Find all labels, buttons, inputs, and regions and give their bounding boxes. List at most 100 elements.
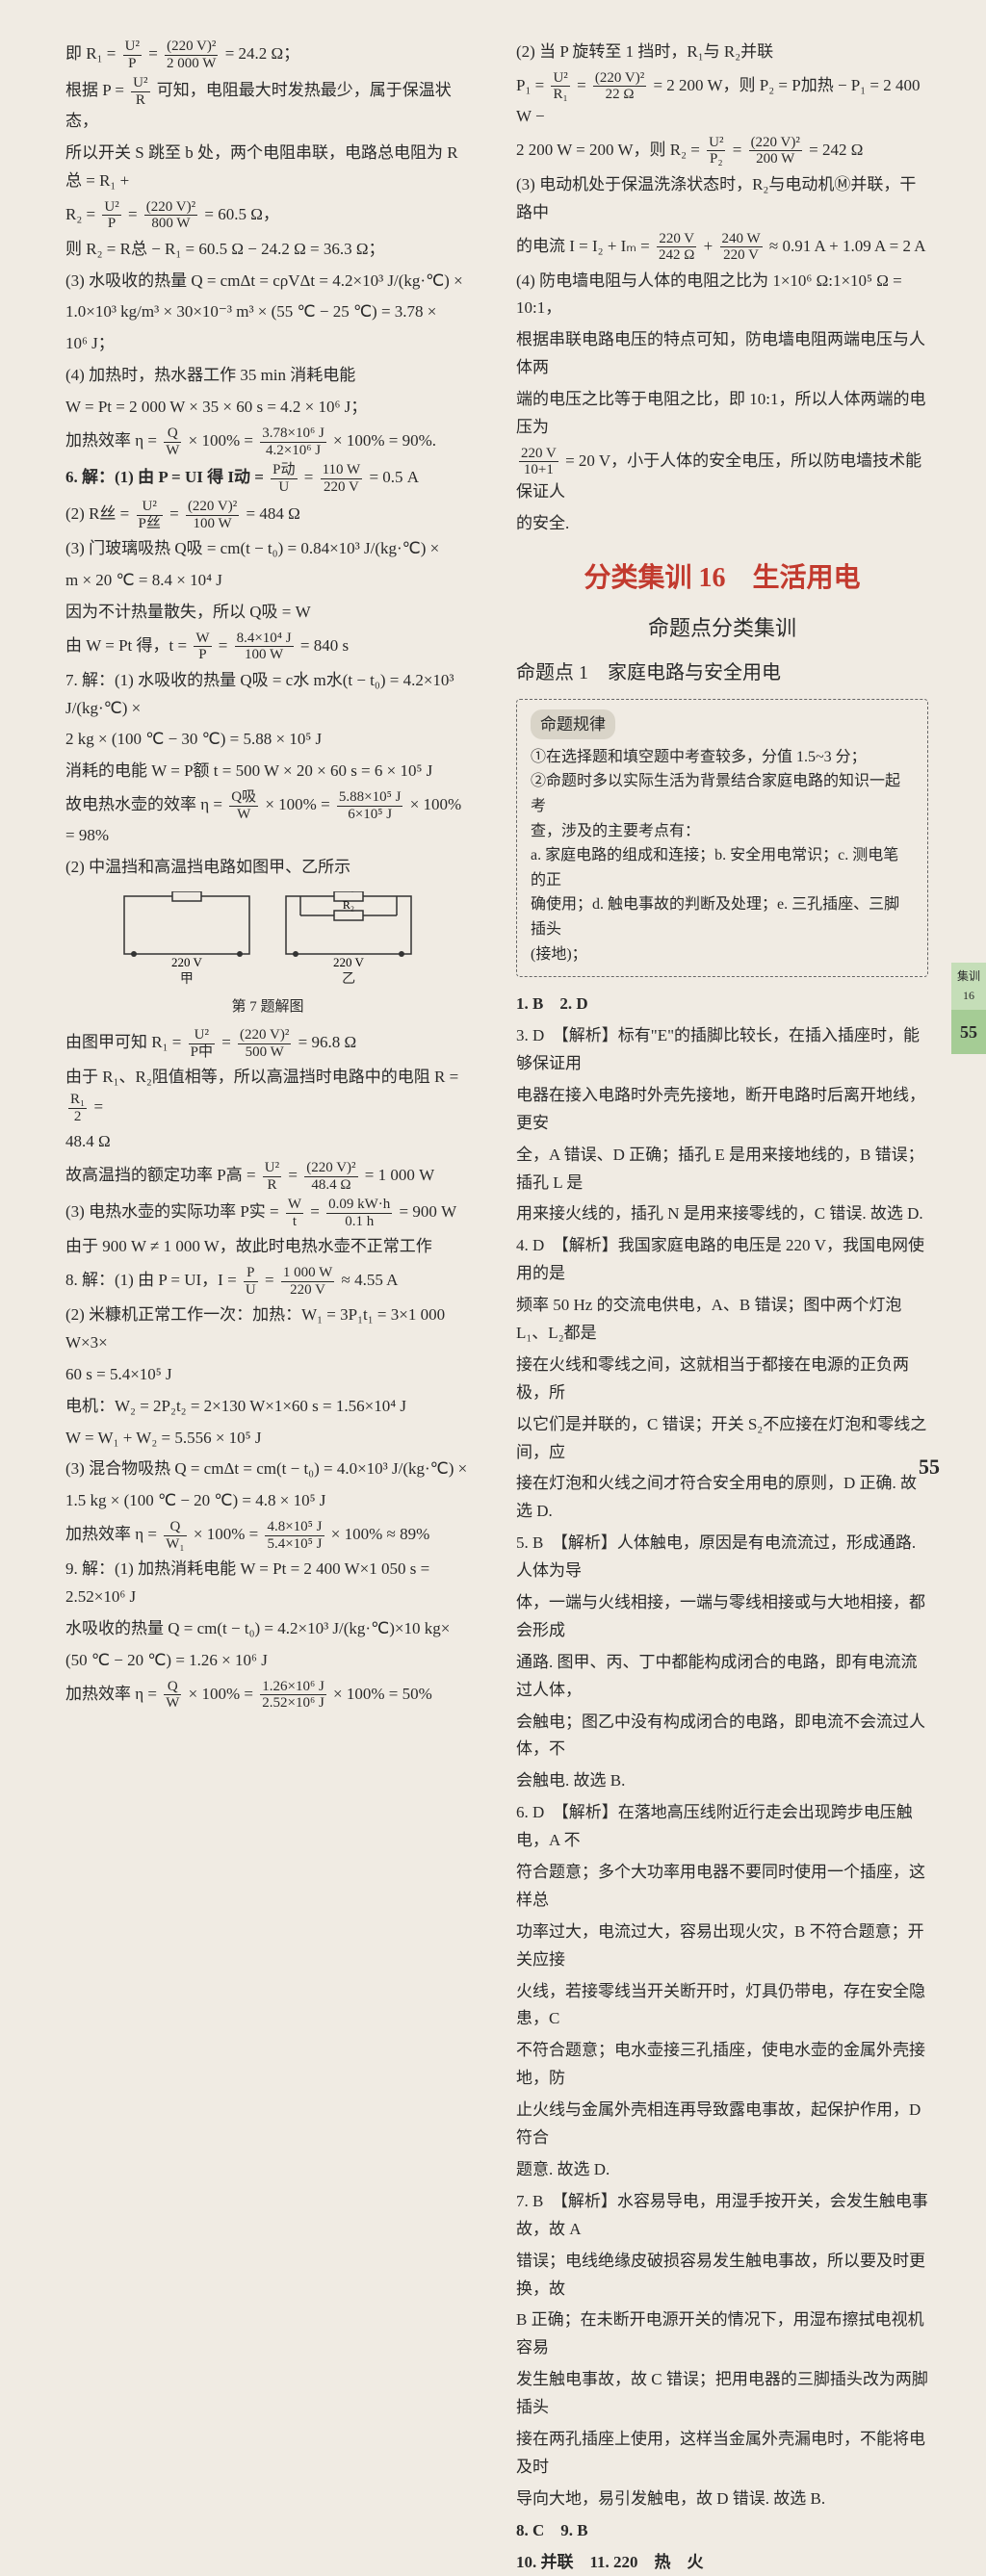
answer-line: 6. D 【解析】在落地高压线附近行走会出现跨步电压触电，A 不 (516, 1799, 928, 1855)
answer-line: 错误；电线绝缘皮破损容易发生触电事故，所以要及时更换，故 (516, 2248, 928, 2304)
text-line: (2) 当 P 旋转至 1 挡时，R₁与 R₂并联 (516, 39, 928, 66)
answer-line: 符合题意；多个大功率用电器不要同时使用一个插座，这样总 (516, 1859, 928, 1915)
text-line: 220 V10+1 = 20 V，小于人体的安全电压，所以防电墙技术能保证人 (516, 446, 928, 506)
svg-text:220 V: 220 V (171, 955, 203, 968)
text-line: 加热效率 η = QW × 100% = 1.26×10⁶ J2.52×10⁶ … (65, 1679, 470, 1712)
text-line: 加热效率 η = QW₁ × 100% = 4.8×10⁵ J5.4×10⁵ J… (65, 1519, 470, 1552)
text-line: 端的电压之比等于电阻之比，即 10:1，所以人体两端的电压为 (516, 386, 928, 442)
text-line: (4) 加热时，热水器工作 35 min 消耗电能 (65, 362, 470, 390)
text-line: (3) 门玻璃吸热 Q吸 = cm(t − t₀) = 0.84×10³ J/(… (65, 535, 470, 563)
rule-header: 命题规律 (531, 709, 615, 739)
svg-text:R₁: R₁ (181, 891, 193, 892)
text-line: 2 200 W = 200 W，则 R₂ = U²P₂ = (220 V)²20… (516, 135, 928, 167)
text-line: 加热效率 η = QW × 100% = 3.78×10⁶ J4.2×10⁶ J… (65, 425, 470, 458)
q8-line: 8. 解：(1) 由 P = UI，I = PU = 1 000 W220 V … (65, 1265, 470, 1298)
answer-line: 功率过大，电流过大，容易出现火灾，B 不符合题意；开关应接 (516, 1919, 928, 1974)
answer-line: 接在灯泡和火线之间才符合安全用电的原则，D 正确. 故选 D. (516, 1470, 928, 1526)
right-column: (2) 当 P 旋转至 1 挡时，R₁与 R₂并联 P₁ = U²R₁ = (2… (493, 0, 986, 1504)
text-line: 由于 900 W ≠ 1 000 W，故此时电热水壶不正常工作 (65, 1233, 470, 1261)
circuit-diagram: R₁ 220 V 甲 R₁ R₂ 220 V 乙 (65, 891, 470, 992)
text-line: 水吸收的热量 Q = cm(t − t₀) = 4.2×10³ J/(kg·℃)… (65, 1615, 470, 1643)
text-line: 由图甲可知 R₁ = U²P中 = (220 V)²500 W = 96.8 Ω (65, 1027, 470, 1060)
rule-box: 命题规律 ①在选择题和填空题中考查较多，分值 1.5~3 分； ②命题时多以实际… (516, 699, 928, 978)
text-line: W = Pt = 2 000 W × 35 × 60 s = 4.2 × 10⁶… (65, 394, 470, 422)
text-line: 电机：W₂ = 2P₂t₂ = 2×130 W×1×60 s = 1.56×10… (65, 1393, 470, 1421)
topic-title: 命题点 1 家庭电路与安全用电 (516, 657, 928, 689)
section-title: 分类集训 16 生活用电 (516, 555, 928, 602)
text-line: (3) 水吸收的热量 Q = cmΔt = cρVΔt = 4.2×10³ J/… (65, 268, 470, 296)
answer-line: 止火线与金属外壳相连再导致露电事故，起保护作用，D 符合 (516, 2097, 928, 2152)
text-line: (3) 混合物吸热 Q = cmΔt = cm(t − t₀) = 4.0×10… (65, 1455, 470, 1483)
text-line: (3) 电动机处于保温洗涤状态时，R₂与电动机Ⓜ并联，干路中 (516, 171, 928, 227)
text-line: 消耗的电能 W = P额 t = 500 W × 20 × 60 s = 6 ×… (65, 758, 470, 786)
text-line: (2) 米糠机正常工作一次：加热：W₁ = 3P₁t₁ = 3×1 000 W×… (65, 1301, 470, 1357)
text-line: 根据 P = U²R 可知，电阻最大时发热最少，属于保温状态， (65, 75, 470, 136)
tab-label: 集训16 (951, 963, 986, 1010)
text-line: P₁ = U²R₁ = (220 V)²22 Ω = 2 200 W，则 P₂ … (516, 70, 928, 131)
left-column: 即 R₁ = U²P = (220 V)²2 000 W = 24.2 Ω； 根… (0, 0, 493, 1504)
text-line: (2) R丝 = U²P丝 = (220 V)²100 W = 484 Ω (65, 499, 470, 531)
answer-line: 以它们是并联的，C 错误；开关 S₂不应接在灯泡和零线之间，应 (516, 1411, 928, 1467)
text-line: 10⁶ J； (65, 330, 470, 358)
answer-line: 7. B 【解析】水容易导电，用湿手按开关，会发生触电事故，故 A (516, 2188, 928, 2244)
page-number: 55 (919, 1449, 940, 1484)
answer-line: 通路. 图甲、丙、丁中都能构成闭合的电路，即有电流流过人体， (516, 1649, 928, 1705)
answer-line: 1. B 2. D (516, 991, 928, 1018)
text-line: 则 R₂ = R总 − R₁ = 60.5 Ω − 24.2 Ω = 36.3 … (65, 236, 470, 264)
text-line: 1.0×10³ kg/m³ × 30×10⁻³ m³ × (55 ℃ − 25 … (65, 298, 470, 326)
rule-line: 查，涉及的主要考点有： (531, 819, 914, 844)
answer-line: 体，一端与火线相接，一端与零线相接或与大地相接，都会形成 (516, 1589, 928, 1645)
answer-line: 电器在接入电路时外壳先接地，断开电路时后离开地线，更安 (516, 1082, 928, 1138)
rule-line: (接地)； (531, 942, 914, 967)
q9-line: 9. 解：(1) 加热消耗电能 W = Pt = 2 400 W×1 050 s… (65, 1556, 470, 1611)
answer-line: 接在火线和零线之间，这就相当于都接在电源的正负两极，所 (516, 1352, 928, 1407)
text-line: m × 20 ℃ = 8.4 × 10⁴ J (65, 567, 470, 595)
answer-line: B 正确；在未断开电源开关的情况下，用湿布擦拭电视机容易 (516, 2306, 928, 2362)
text-line: (3) 电热水壶的实际功率 P实 = Wt = 0.09 kW·h0.1 h =… (65, 1197, 470, 1229)
answer-line: 导向大地，易引发触电，故 D 错误. 故选 B. (516, 2486, 928, 2513)
svg-text:R₁: R₁ (343, 891, 354, 892)
text-line: 因为不计热量散失，所以 Q吸 = W (65, 599, 470, 627)
answer-line: 全，A 错误、D 正确；插孔 E 是用来接地线的，B 错误；插孔 L 是 (516, 1142, 928, 1198)
text-line: 故电热水壶的效率 η = Q吸W × 100% = 5.88×10⁵ J6×10… (65, 789, 470, 850)
answer-line: 会触电. 故选 B. (516, 1767, 928, 1795)
svg-text:220 V: 220 V (333, 955, 365, 968)
text-line: 根据串联电路电压的特点可知，防电墙电阻两端电压与人体两 (516, 326, 928, 382)
text-line: 所以开关 S 跳至 b 处，两个电阻串联，电路总电阻为 R总 = R₁ + (65, 140, 470, 195)
answer-line: 用来接火线的，插孔 N 是用来接零线的，C 错误. 故选 D. (516, 1200, 928, 1228)
answer-line: 发生触电事故，故 C 错误；把用电器的三脚插头改为两脚插头 (516, 2366, 928, 2422)
answer-line: 10. 并联 11. 220 热 火 (516, 2549, 928, 2576)
text-line: 故高温挡的额定功率 P高 = U²R = (220 V)²48.4 Ω = 1 … (65, 1160, 470, 1193)
text-line: 的电流 I = I₂ + Iₘ = 220 V242 Ω + 240 W220 … (516, 231, 928, 264)
text-line: (4) 防电墙电阻与人体的电阻之比为 1×10⁶ Ω:1×10⁵ Ω = 10:… (516, 268, 928, 323)
text-line: R₂ = U²P = (220 V)²800 W = 60.5 Ω， (65, 199, 470, 232)
page-tab: 集训16 55 (951, 963, 986, 1054)
rule-line: 确使用；d. 触电事故的判断及处理；e. 三孔插座、三脚插头 (531, 892, 914, 941)
text-line: 的安全. (516, 510, 928, 538)
svg-text:R₂: R₂ (343, 898, 354, 912)
answer-line: 会触电；图乙中没有构成闭合的电路，即电流不会流过人体，不 (516, 1709, 928, 1765)
text-line: 即 R₁ = U²P = (220 V)²2 000 W = 24.2 Ω； (65, 39, 470, 71)
rule-line: ①在选择题和填空题中考查较多，分值 1.5~3 分； (531, 745, 914, 770)
text-line: 48.4 Ω (65, 1128, 470, 1156)
rule-line: a. 家庭电路的组成和连接；b. 安全用电常识；c. 测电笔的正 (531, 843, 914, 892)
answer-line: 题意. 故选 D. (516, 2156, 928, 2184)
answer-line: 频率 50 Hz 的交流电供电，A、B 错误；图中两个灯泡 L₁、L₂都是 (516, 1292, 928, 1348)
text-line: 由 W = Pt 得，t = WP = 8.4×10⁴ J100 W = 840… (65, 631, 470, 663)
circuit-a-svg: R₁ 220 V (119, 891, 254, 968)
sub-title: 命题点分类集训 (516, 610, 928, 646)
diagram-caption: 第 7 题解图 (65, 995, 470, 1020)
text-line: 1.5 kg × (100 ℃ − 20 ℃) = 4.8 × 10⁵ J (65, 1487, 470, 1515)
text-line: W = W₁ + W₂ = 5.556 × 10⁵ J (65, 1425, 470, 1453)
text-line: (50 ℃ − 20 ℃) = 1.26 × 10⁶ J (65, 1647, 470, 1675)
answer-line: 5. B 【解析】人体触电，原因是有电流流过，形成通路. 人体为导 (516, 1530, 928, 1585)
tab-number: 55 (951, 1010, 986, 1055)
rule-line: ②命题时多以实际生活为背景结合家庭电路的知识一起考 (531, 769, 914, 818)
text-line: (2) 中温挡和高温挡电路如图甲、乙所示 (65, 854, 470, 882)
answer-line: 不符合题意；电水壶接三孔插座，使电水壶的金属外壳接地，防 (516, 2037, 928, 2093)
text-line: 60 s = 5.4×10⁵ J (65, 1361, 470, 1389)
text-line: 2 kg × (100 ℃ − 30 ℃) = 5.88 × 10⁵ J (65, 726, 470, 754)
q7-line: 7. 解：(1) 水吸收的热量 Q吸 = c水 m水(t − t₀) = 4.2… (65, 667, 470, 723)
answer-line: 4. D 【解析】我国家庭电路的电压是 220 V，我国电网使用的是 (516, 1232, 928, 1288)
q6-line: 6. 解：(1) 由 P = UI 得 I动 = P动U = 110 W220 … (65, 462, 470, 495)
